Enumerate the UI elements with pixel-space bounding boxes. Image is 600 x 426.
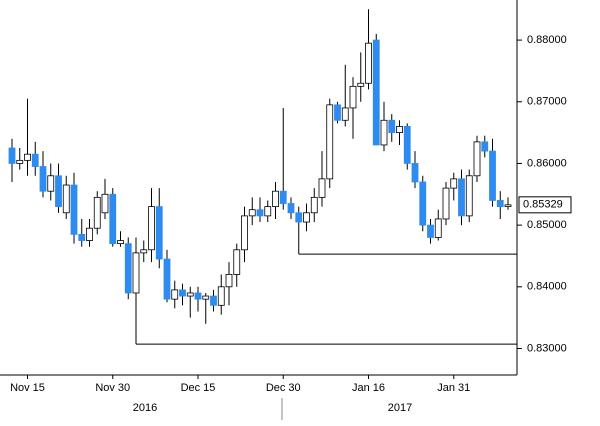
y-tick-label: 0.84000 xyxy=(527,281,567,293)
candle-body xyxy=(388,119,396,134)
y-tick-label: 0.88000 xyxy=(527,34,567,46)
last-price-box xyxy=(518,196,572,214)
candle-body xyxy=(86,227,93,241)
candle-body xyxy=(241,215,248,251)
candle-body xyxy=(481,141,489,152)
candle-body xyxy=(264,206,272,217)
candle-body xyxy=(411,163,419,183)
candle-body xyxy=(202,295,210,300)
candle-body xyxy=(380,119,388,146)
candle-body xyxy=(427,224,434,238)
x-tick-label: Dec 15 xyxy=(181,382,216,394)
candle-body xyxy=(303,212,310,223)
candle-body xyxy=(31,153,39,167)
candle-body xyxy=(101,193,109,214)
candle-body xyxy=(458,178,465,217)
last-price-label: 0.85329 xyxy=(523,199,563,211)
candle-body xyxy=(155,206,163,260)
candle-body xyxy=(504,204,512,208)
candle-body xyxy=(248,209,256,217)
x-tick-label: Nov 15 xyxy=(10,382,45,394)
candle-body xyxy=(109,193,117,245)
candle-body xyxy=(318,178,326,198)
year-label: 2016 xyxy=(133,402,157,414)
candle-body xyxy=(442,187,450,220)
candle-body xyxy=(310,196,318,214)
year-label: 2017 xyxy=(388,402,412,414)
candle-body xyxy=(465,175,473,217)
x-tick-label: Nov 30 xyxy=(95,382,130,394)
candle-body xyxy=(272,190,279,208)
candle-body xyxy=(194,292,202,300)
candle-body xyxy=(132,252,140,294)
candle-body xyxy=(55,175,62,208)
candle-body xyxy=(365,42,372,84)
x-tick-label: Jan 31 xyxy=(437,382,470,394)
y-tick-label: 0.85000 xyxy=(527,219,567,231)
candle-body xyxy=(419,181,427,226)
candle-body xyxy=(349,85,357,109)
candle-body xyxy=(148,206,155,251)
candle-body xyxy=(171,289,179,300)
candle-body xyxy=(403,126,411,164)
candle-body xyxy=(8,147,16,164)
candle-body xyxy=(295,212,303,223)
candle-body xyxy=(163,258,171,300)
candle-body xyxy=(256,209,264,217)
y-tick-label: 0.87000 xyxy=(527,96,567,108)
candle-body xyxy=(326,104,334,180)
candle-body xyxy=(62,184,70,214)
candle-body xyxy=(396,126,403,134)
candle-body xyxy=(279,190,287,204)
candle-body xyxy=(225,274,233,288)
candle-body xyxy=(496,200,504,208)
candle-body xyxy=(186,292,194,297)
candle-body xyxy=(70,184,78,235)
candle-body xyxy=(434,218,442,238)
candle-body xyxy=(179,289,186,297)
candle-body xyxy=(233,249,241,275)
candle-body xyxy=(47,175,55,192)
candle-body xyxy=(39,166,47,192)
candle-body xyxy=(287,203,295,214)
candle-body xyxy=(372,39,380,146)
candle-body xyxy=(334,104,341,121)
candle-body xyxy=(117,240,124,245)
candle-body xyxy=(217,286,225,306)
candle-body xyxy=(78,233,86,241)
candle-body xyxy=(473,141,481,177)
candle-body xyxy=(489,150,496,201)
candle-body xyxy=(140,249,148,254)
x-tick-label: Jan 16 xyxy=(352,382,385,394)
candle-body xyxy=(341,107,349,121)
candle-body xyxy=(124,243,132,294)
candle-body xyxy=(450,178,458,189)
y-tick-label: 0.83000 xyxy=(527,342,567,354)
candle-body xyxy=(24,153,31,161)
candle-body xyxy=(210,295,217,306)
x-tick-label: Dec 30 xyxy=(266,382,301,394)
candle-body xyxy=(357,82,365,87)
y-tick-label: 0.86000 xyxy=(527,157,567,169)
candle-body xyxy=(93,196,101,229)
candle-body xyxy=(16,159,24,164)
